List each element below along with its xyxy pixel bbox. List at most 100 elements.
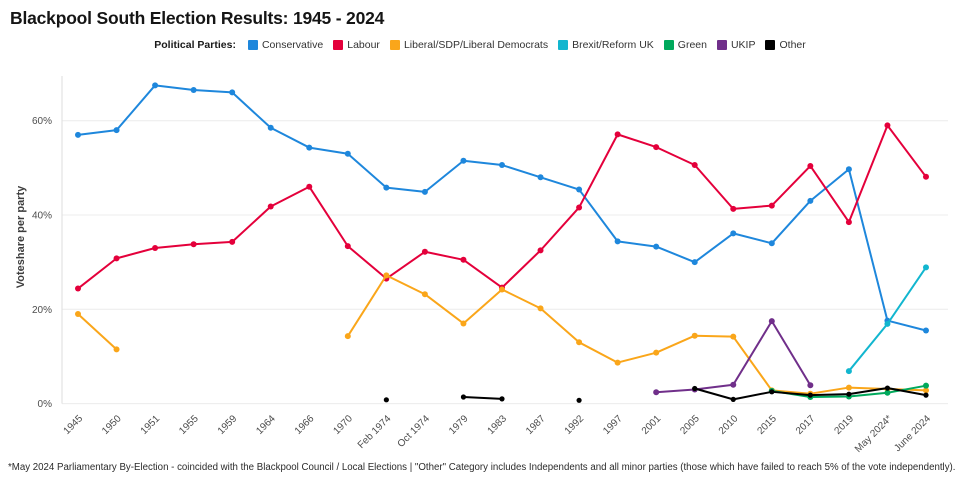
series-marker-green (884, 389, 891, 396)
series-marker-labour (537, 247, 544, 254)
series-marker-other (499, 396, 505, 402)
series-marker-labour (306, 183, 313, 190)
series-marker-liberal-sdp-liberal-democrats (383, 272, 390, 279)
legend-label: Brexit/Reform UK (572, 39, 654, 51)
series-marker-liberal-sdp-liberal-democrats (344, 333, 351, 340)
series-marker-conservative (421, 188, 428, 195)
series-marker-labour (768, 202, 775, 209)
chart-footnote: *May 2024 Parliamentary By-Election - co… (8, 462, 956, 473)
series-marker-labour (576, 204, 583, 211)
series-line-ukip (655, 320, 812, 394)
series-marker-conservative (730, 230, 737, 237)
y-tick-label: 20% (32, 305, 52, 316)
series-marker-conservative (113, 127, 120, 134)
x-tick-label: 1964 (254, 413, 278, 437)
series-marker-conservative (152, 82, 159, 89)
x-tick-label: 2005 (678, 413, 702, 437)
page-title: Blackpool South Election Results: 1945 -… (10, 8, 385, 28)
y-tick-label: 60% (32, 116, 52, 127)
series-marker-liberal-sdp-liberal-democrats (421, 291, 428, 298)
series-marker-conservative (807, 197, 814, 204)
x-tick-label: 2010 (717, 413, 741, 437)
legend-swatch-labour (333, 40, 344, 50)
x-tick-label: 1959 (216, 413, 240, 437)
series-marker-conservative (190, 87, 197, 94)
series-marker-labour (75, 285, 81, 292)
x-tick-label: 1992 (563, 413, 587, 437)
series-marker-liberal-sdp-liberal-democrats (922, 387, 929, 394)
legend-label: Green (677, 39, 707, 51)
series-marker-conservative (537, 174, 544, 181)
series-marker-liberal-sdp-liberal-democrats (576, 339, 583, 346)
series-line-labour (77, 124, 927, 290)
series-marker-labour (922, 173, 929, 180)
legend-label: UKIP (730, 39, 756, 51)
series-marker-labour (807, 162, 814, 169)
legend-item-brexit-reform-uk: Brexit/Reform UK (558, 39, 654, 51)
series-line-liberal-sdp-liberal-democrats (346, 274, 927, 395)
legend-label: Liberal/SDP/Liberal Democrats (403, 39, 549, 51)
series-marker-ukip (768, 318, 775, 325)
series-marker-conservative (845, 166, 852, 173)
series-marker-other (576, 397, 582, 403)
series-marker-conservative (922, 327, 929, 334)
series-marker-other (884, 385, 891, 391)
x-tick-label: 2015 (755, 413, 779, 437)
series-marker-liberal-sdp-liberal-democrats (113, 346, 120, 353)
x-tick-label: 1945 (62, 413, 86, 437)
legend-item-labour: Labour (333, 39, 380, 51)
series-marker-other (769, 389, 775, 395)
series-marker-conservative (653, 243, 660, 250)
y-tick-label: 40% (32, 211, 52, 222)
legend-swatch-brexit-reform-uk (558, 40, 569, 50)
x-tick-label: Oct 1974 (396, 413, 433, 450)
legend: Political Parties: Conservative Labour Lib… (0, 39, 960, 51)
y-tick-label: 0% (38, 399, 53, 410)
series-marker-other (460, 394, 467, 400)
series-marker-brexit-reform-uk (922, 264, 929, 271)
x-tick-label: June 2024 (892, 413, 933, 454)
series-marker-labour (460, 256, 467, 263)
x-tick-label: 2019 (833, 413, 857, 437)
series-marker-labour (229, 238, 236, 245)
legend-item-ukip: UKIP (716, 39, 756, 51)
series-marker-labour (152, 245, 159, 252)
series-marker-liberal-sdp-liberal-democrats (845, 384, 852, 391)
series-marker-conservative (344, 150, 351, 157)
series-marker-other (383, 397, 389, 403)
series-marker-labour (653, 144, 660, 151)
series-marker-labour (421, 248, 428, 255)
series-marker-conservative (460, 157, 467, 164)
series-marker-other (692, 385, 698, 392)
series-marker-conservative (267, 124, 274, 131)
series-marker-labour (190, 241, 197, 248)
legend-title: Political Parties: (154, 39, 236, 51)
legend-swatch-ukip (716, 40, 727, 50)
series-marker-labour (344, 243, 351, 250)
series-marker-conservative (498, 162, 505, 169)
legend-swatch-conservative (247, 40, 258, 50)
legend-label: Labour (347, 39, 380, 51)
series-marker-other (846, 391, 852, 397)
x-tick-label: 1966 (293, 413, 317, 437)
series-marker-conservative (614, 238, 621, 245)
series-marker-liberal-sdp-liberal-democrats (460, 320, 467, 327)
series-marker-conservative (768, 240, 775, 247)
series-marker-conservative (229, 89, 236, 96)
x-tick-label: 1987 (524, 413, 548, 437)
legend-swatch-other (765, 40, 776, 50)
legend-item-green: Green (663, 39, 707, 51)
series-line-conservative (77, 84, 927, 332)
legend-label: Conservative (261, 39, 324, 51)
series-line-liberal-sdp-liberal-democrats (77, 313, 118, 351)
series-marker-labour (691, 162, 698, 169)
x-tick-label: 1970 (331, 413, 355, 437)
series-marker-labour (113, 255, 120, 262)
series-marker-conservative (576, 186, 583, 193)
x-tick-label: 1955 (177, 413, 201, 437)
series-marker-green (922, 382, 929, 389)
x-tick-label: 2001 (640, 413, 664, 437)
series-marker-ukip (653, 389, 660, 396)
series-marker-labour (730, 205, 737, 212)
legend-item-other: Other (765, 39, 806, 51)
